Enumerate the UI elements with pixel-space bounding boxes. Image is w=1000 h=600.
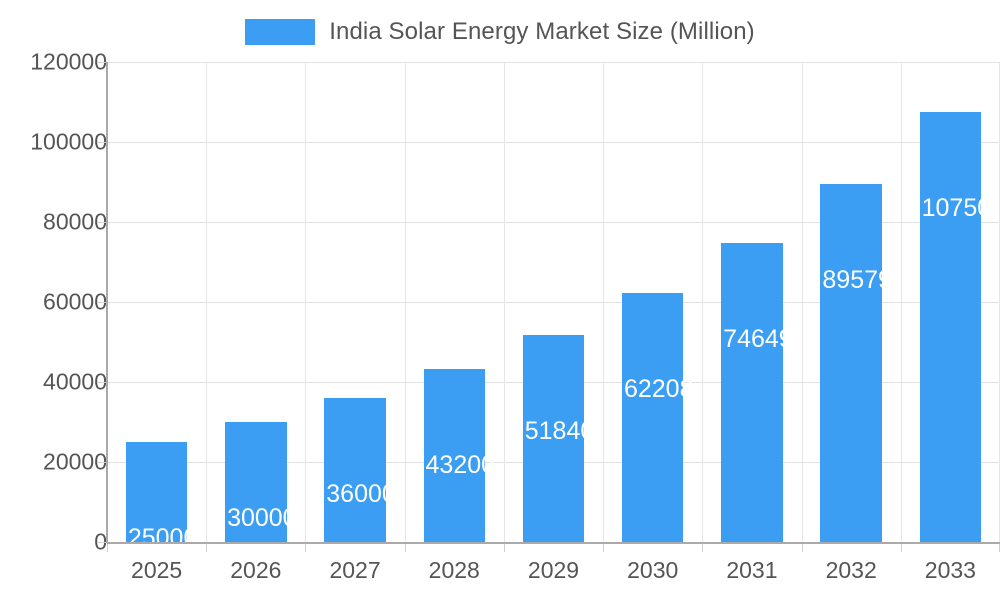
x-axis-tick-label: 2026 (230, 557, 282, 583)
gridline-horizontal (107, 302, 1000, 303)
gridline-vertical (305, 62, 306, 542)
gridline-vertical (702, 62, 703, 542)
bar-2028[interactable] (423, 369, 486, 542)
x-axis-tick-label: 2025 (131, 557, 183, 583)
y-axis-tick-label: 0 (94, 528, 107, 555)
gridline-vertical (405, 62, 406, 542)
x-axis-tick-label: 2027 (329, 557, 381, 583)
gridline-vertical (206, 62, 207, 542)
x-axis-tick-mark (206, 544, 207, 552)
chart-legend: India Solar Energy Market Size (Million) (0, 14, 1000, 50)
legend-swatch-series-1[interactable] (245, 19, 316, 45)
y-axis-tick-label: 20000 (43, 448, 107, 475)
gridline-vertical (901, 62, 902, 542)
x-axis-line (107, 542, 1000, 544)
y-axis: 0 20000 40000 60000 80000 100000 120000 (0, 0, 107, 600)
x-axis-tick-mark (603, 544, 604, 552)
y-axis-tick-label: 80000 (43, 208, 107, 235)
gridline-horizontal (107, 62, 1000, 63)
bar-2029[interactable] (522, 334, 585, 542)
y-axis-tick-label: 40000 (43, 368, 107, 395)
y-axis-tick-mark (98, 542, 107, 543)
plot-area: 25000 30000 36000 43200 51840 62208 74649 89579… (107, 62, 1000, 552)
x-axis-tick-mark (107, 544, 108, 552)
legend-label-series-1[interactable]: India Solar Energy Market Size (Million) (329, 18, 755, 45)
y-axis-tick-mark (98, 62, 107, 63)
y-axis-tick-label: 120000 (30, 48, 107, 75)
y-axis-tick-mark (98, 142, 107, 143)
y-axis-tick-mark (98, 462, 107, 463)
x-axis-tick-mark (702, 544, 703, 552)
bar-2030[interactable] (621, 293, 684, 542)
x-axis-tick-mark (901, 544, 902, 552)
x-axis-tick-label: 2033 (924, 557, 976, 583)
y-axis-tick-mark (98, 302, 107, 303)
x-axis-tick-label: 2030 (627, 557, 679, 583)
y-axis-line (106, 62, 108, 543)
y-axis-tick-mark (98, 382, 107, 383)
y-axis-tick-mark (98, 222, 107, 223)
x-axis-tick-mark (504, 544, 505, 552)
bar-2026[interactable] (225, 422, 287, 542)
x-axis-tick-label: 2031 (726, 557, 778, 583)
gridline-vertical (802, 62, 803, 542)
gridline-vertical (603, 62, 604, 542)
y-axis-tick-label: 100000 (30, 128, 107, 155)
bar-2027[interactable] (324, 398, 386, 542)
bar-2025[interactable] (125, 442, 188, 542)
gridline-horizontal (107, 222, 1000, 223)
x-axis-tick-label: 2032 (825, 557, 877, 583)
x-axis-tick-label: 2029 (527, 557, 580, 583)
bar-2032[interactable] (820, 183, 882, 542)
x-axis-tick-label: 2028 (428, 557, 480, 583)
x-axis-tick-mark (405, 544, 406, 552)
gridline-horizontal (107, 142, 1000, 143)
x-axis-tick-mark (802, 544, 803, 552)
x-axis-tick-mark (305, 544, 306, 552)
bar-2031[interactable] (721, 243, 783, 542)
bar-2033[interactable] (919, 112, 982, 542)
gridline-vertical (504, 62, 505, 542)
y-axis-tick-label: 60000 (43, 288, 107, 315)
